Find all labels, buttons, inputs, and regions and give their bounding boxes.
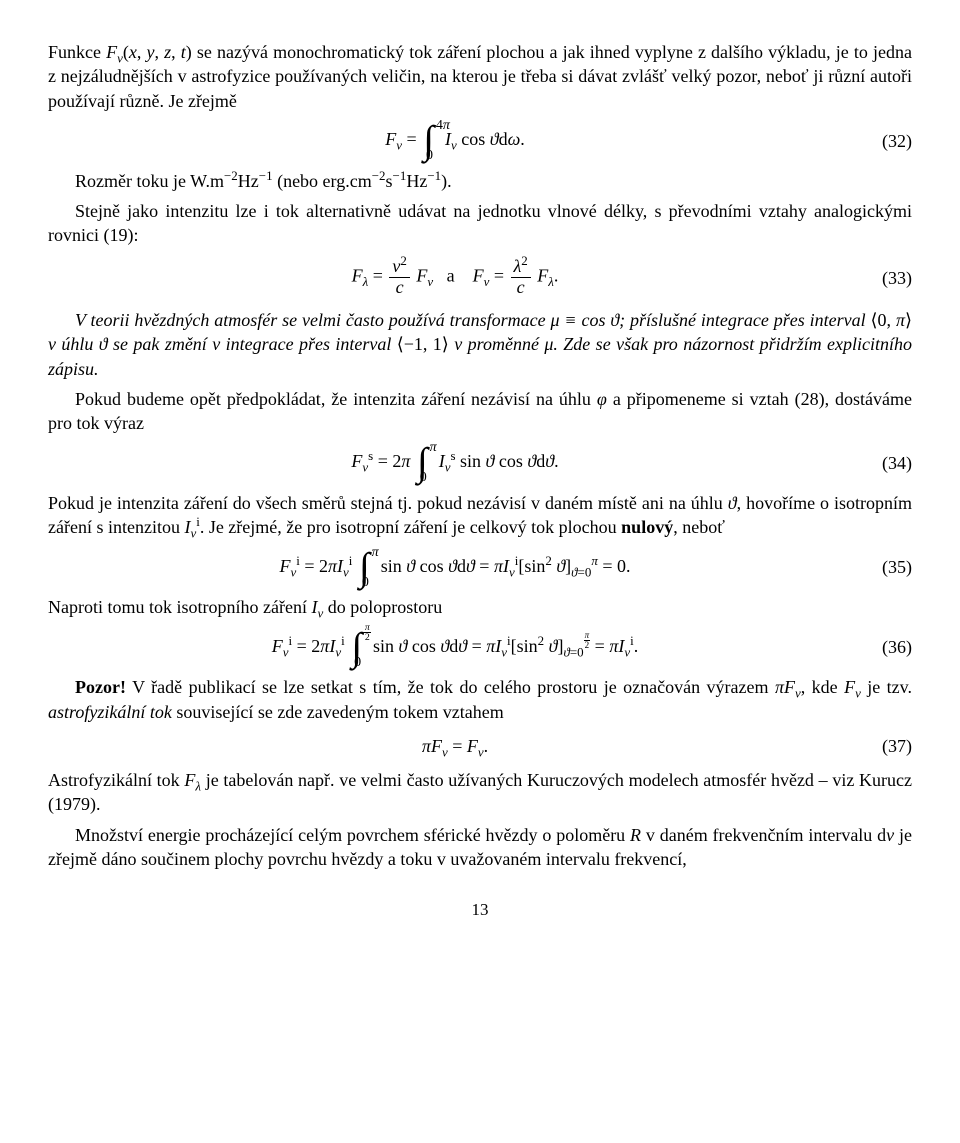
equation-32: Fν = ∫ 4π 0 Iν cos ϑdω. (32) — [48, 123, 912, 159]
para-energy: Množství energie procházející celým povr… — [48, 823, 912, 872]
eq-num-33: (33) — [862, 266, 912, 290]
para-kurucz: Astrofyzikální tok Fλ je tabelován např.… — [48, 768, 912, 817]
para-isotropic: Pokud je intenzita záření do všech směrů… — [48, 491, 912, 540]
para-intro: Funkce Fν(x, y, z, t) se nazývá monochro… — [48, 40, 912, 113]
eq-num-36: (36) — [862, 635, 912, 659]
eq-num-37: (37) — [862, 734, 912, 758]
eq-num-32: (32) — [862, 129, 912, 153]
equation-33: Fλ = ν2c Fν a Fν = λ2c Fλ. (33) — [48, 257, 912, 298]
eq-num-35: (35) — [862, 555, 912, 579]
equation-34: Fνs = 2π ∫ π 0 Iνs sin ϑ cos ϑdϑ. (34) — [48, 445, 912, 481]
equation-37: πFν = Fν. (37) — [48, 734, 912, 758]
equation-35: Fνi = 2πIνi ∫ π 0 sin ϑ cos ϑdϑ = πIνi[s… — [48, 550, 912, 586]
para-conversion: Stejně jako intenzitu lze i tok alternat… — [48, 199, 912, 248]
page-number: 13 — [48, 899, 912, 922]
para-transform-note: V teorii hvězdných atmosfér se velmi čas… — [48, 308, 912, 381]
para-warning: Pozor! V řadě publikací se lze setkat s … — [48, 675, 912, 724]
equation-36: Fνi = 2πIνi ∫ π2 0 sin ϑ cos ϑdϑ = πIνi[… — [48, 630, 912, 666]
para-units: Rozměr toku je W.m−2Hz−1 (nebo erg.cm−2s… — [48, 169, 912, 193]
warning-label: Pozor! — [75, 677, 126, 697]
para-assume-phi: Pokud budeme opět předpokládat, že inten… — [48, 387, 912, 436]
eq-num-34: (34) — [862, 451, 912, 475]
para-halfspace: Naproti tomu tok isotropního záření Iν d… — [48, 595, 912, 619]
